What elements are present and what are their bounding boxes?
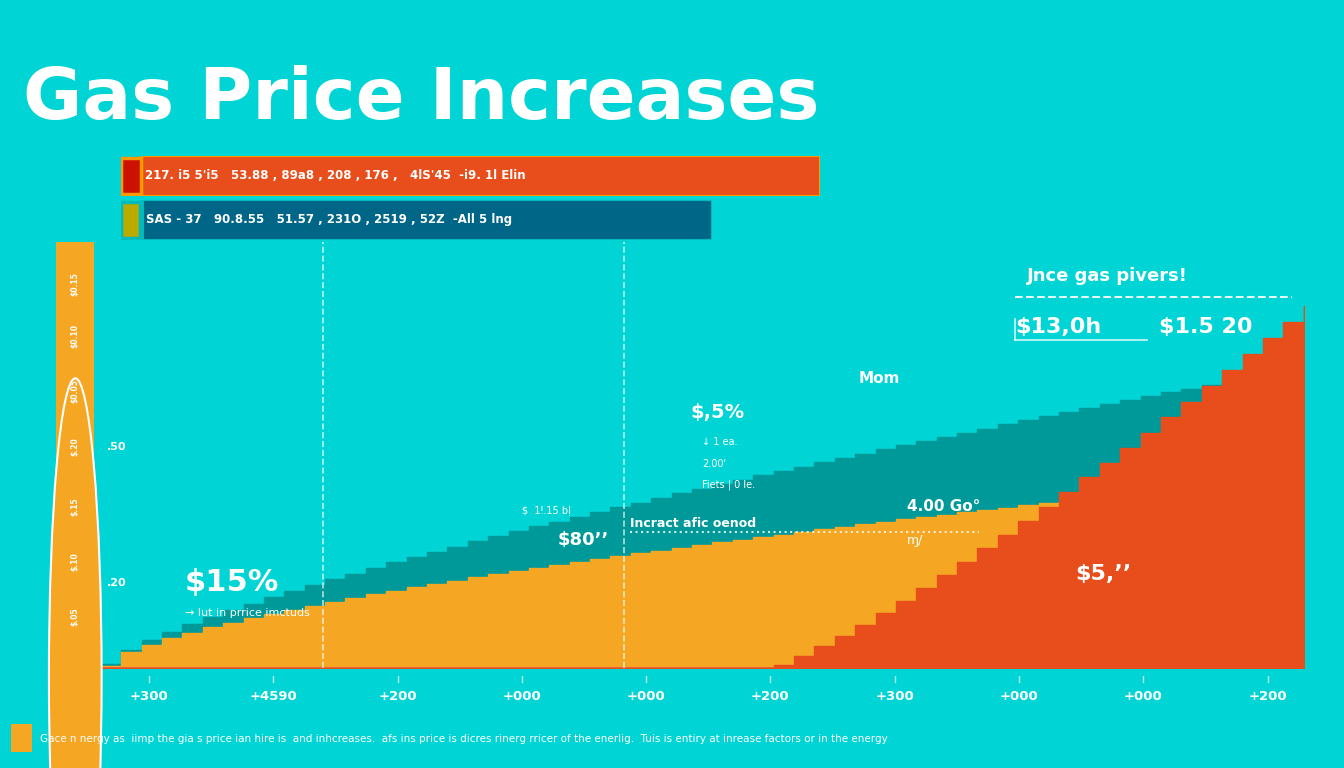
Text: $.20: $.20 — [71, 437, 79, 456]
Text: $,5%: $,5% — [691, 403, 745, 422]
Text: +000: +000 — [626, 690, 665, 703]
Text: $1.5 20: $1.5 20 — [1160, 317, 1253, 337]
Text: Mom: Mom — [859, 371, 900, 386]
Text: → lut in prrice imctuds: → lut in prrice imctuds — [185, 607, 310, 617]
Text: 217. i5 5'i5   53.88 , 89a8 , 208 , 176 ,   4lS'45  -i9. 1l Elin: 217. i5 5'i5 53.88 , 89a8 , 208 , 176 , … — [145, 170, 526, 182]
Text: $0.10: $0.10 — [71, 323, 79, 348]
Text: ↓ 1 ea.: ↓ 1 ea. — [702, 437, 738, 447]
Text: +000: +000 — [503, 690, 542, 703]
Text: Incract afic oenod: Incract afic oenod — [630, 517, 757, 530]
Bar — [11, 724, 32, 752]
Text: $80’’: $80’’ — [558, 531, 609, 549]
FancyBboxPatch shape — [54, 208, 97, 702]
Text: Fiets | 0 le.: Fiets | 0 le. — [702, 480, 755, 490]
Text: Gas Price Increases: Gas Price Increases — [23, 65, 820, 134]
Text: $13,0h: $13,0h — [1015, 317, 1101, 337]
Text: $0.15: $0.15 — [71, 273, 79, 296]
Text: +000: +000 — [1000, 690, 1039, 703]
Text: +200: +200 — [751, 690, 790, 703]
Text: $15%: $15% — [185, 568, 280, 598]
Text: $.15: $.15 — [71, 497, 79, 515]
Text: +4590: +4590 — [250, 690, 297, 703]
Text: 4.00 Go°: 4.00 Go° — [907, 498, 980, 514]
Text: $5,’’: $5,’’ — [1075, 564, 1132, 584]
Text: Gace n nergy as  iimp the gia s price ian hire is  and inhcreases.  afs ins pric: Gace n nergy as iimp the gia s price ian… — [40, 734, 888, 744]
Text: Jnce gas pivers!: Jnce gas pivers! — [1027, 267, 1188, 285]
Circle shape — [48, 379, 102, 768]
Text: +200: +200 — [378, 690, 417, 703]
Text: +200: +200 — [1249, 690, 1288, 703]
Text: SAS - 37   90.8.55   51.57 , 231O , 2519 , 52Z  -All 5 lng: SAS - 37 90.8.55 51.57 , 231O , 2519 , 5… — [146, 214, 512, 226]
Text: $.10: $.10 — [71, 552, 79, 571]
Text: +300: +300 — [875, 690, 914, 703]
Text: $0.05: $0.05 — [71, 379, 79, 403]
Text: .50: .50 — [106, 442, 126, 452]
Text: +000: +000 — [1124, 690, 1163, 703]
Text: $.05: $.05 — [71, 607, 79, 627]
Text: ɱ/: ɱ/ — [907, 534, 923, 547]
Bar — [121, 202, 141, 237]
Text: .20: .20 — [106, 578, 126, 588]
Text: +300: +300 — [129, 690, 168, 703]
Text: 2.00': 2.00' — [702, 458, 726, 468]
Text: $  1ǃ.15 bḷ: $ 1ǃ.15 bḷ — [521, 505, 571, 515]
Bar — [121, 158, 141, 194]
